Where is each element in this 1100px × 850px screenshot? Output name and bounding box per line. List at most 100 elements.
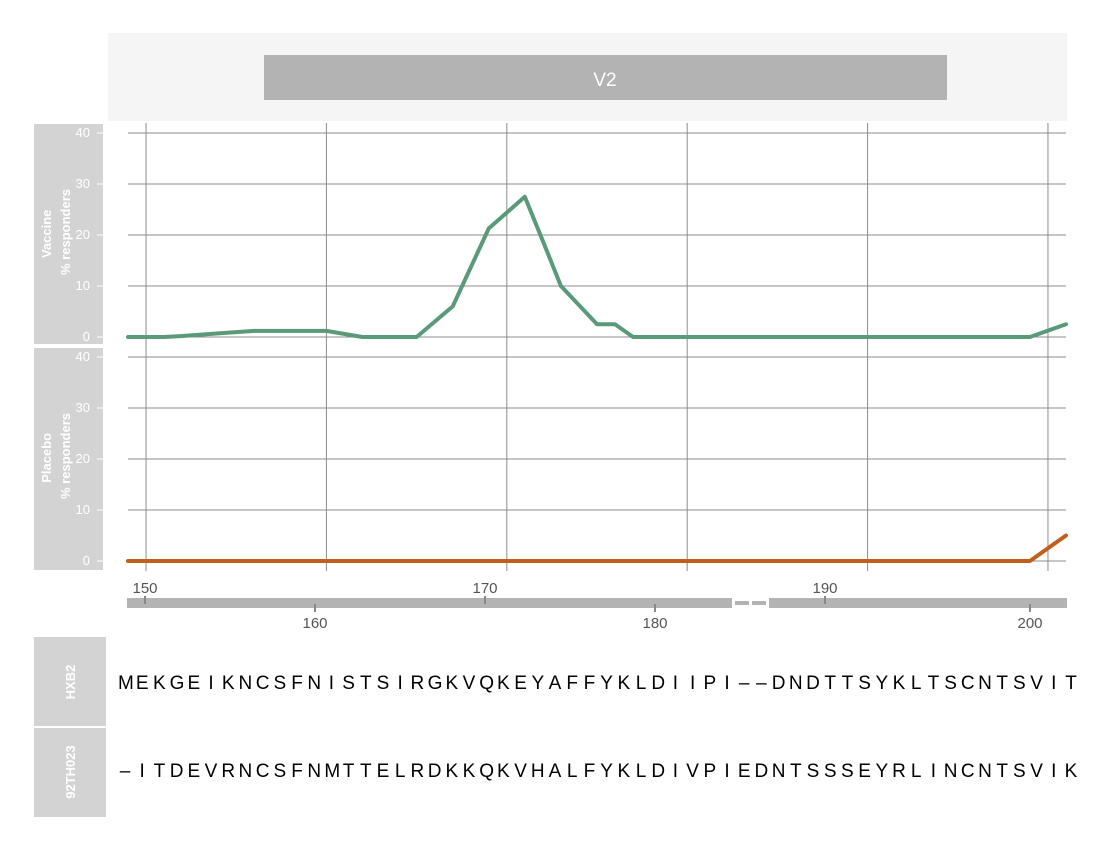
panel-0-ytick-label-2: 20 — [76, 227, 90, 242]
placebo-panel-label-background — [34, 348, 103, 570]
residue: A — [548, 673, 562, 694]
residue: A — [548, 761, 562, 782]
panel-1-ytick-label-2: 20 — [76, 451, 90, 466]
residue: E — [187, 761, 201, 782]
residue: Y — [875, 761, 889, 782]
residue: V — [514, 761, 527, 782]
residue: R — [410, 761, 425, 782]
alignment-bar-right — [769, 598, 1067, 608]
residue: C — [255, 673, 270, 694]
residue: – — [738, 673, 750, 694]
residue: I — [672, 761, 679, 782]
residue: E — [135, 673, 149, 694]
region-bar — [264, 55, 947, 100]
sequence-name-hxb2: HXB2 — [63, 665, 78, 700]
panel-0-ytick-label-1: 10 — [76, 278, 90, 293]
residue: T — [789, 761, 802, 782]
residue: T — [359, 673, 372, 694]
residue: S — [841, 761, 854, 782]
residue: E — [858, 761, 871, 782]
residue: N — [943, 761, 958, 782]
residue: C — [960, 761, 975, 782]
residue: C — [255, 761, 270, 782]
residue: K — [221, 673, 235, 694]
residue: S — [342, 673, 355, 694]
residue: I — [689, 673, 696, 694]
alignment-tick-bottom-160: 160 — [302, 615, 327, 632]
residue: D — [651, 761, 666, 782]
residue: C — [960, 673, 975, 694]
residue: D — [771, 673, 786, 694]
residue: – — [756, 673, 767, 694]
residue: S — [1013, 761, 1026, 782]
residue: K — [153, 673, 166, 694]
residue: E — [376, 761, 390, 782]
residue: E — [514, 673, 527, 694]
residue: S — [376, 673, 390, 694]
alignment-gap-dash-2 — [752, 601, 766, 605]
residue: I — [328, 673, 335, 694]
panel-1-ytick-label-1: 10 — [76, 502, 90, 517]
residue: V — [1030, 761, 1043, 782]
panel-0-ytick-label-4: 40 — [76, 125, 90, 140]
residue: L — [394, 761, 406, 782]
residue: V — [462, 673, 476, 694]
hxb2-label-background — [34, 637, 106, 726]
y-tick-layer: 0 10 20 30 40 0 10 20 30 40 — [76, 125, 103, 568]
residue: Y — [875, 673, 889, 694]
residue: I — [208, 673, 214, 694]
grid-layer — [128, 123, 1066, 571]
residue: I — [672, 673, 679, 694]
residue: F — [583, 673, 596, 694]
residue: Q — [479, 761, 494, 782]
residue: T — [359, 761, 372, 782]
residue: G — [169, 673, 185, 694]
residue: K — [497, 761, 510, 782]
residue: K — [617, 761, 631, 782]
residue: K — [462, 761, 476, 782]
residue: T — [153, 761, 166, 782]
vaccine-panel-label: Vaccine % responders — [39, 189, 73, 275]
series-layer — [126, 194, 1068, 563]
residue: L — [635, 673, 647, 694]
residue: N — [238, 761, 253, 782]
residue: N — [978, 673, 992, 694]
residue: S — [806, 761, 820, 782]
residue: T — [342, 761, 355, 782]
residue: V — [1030, 673, 1043, 694]
residue: T — [927, 673, 940, 694]
sequence-92th023: – I T D E V R N C S F N M T T E L R D K K Q K V H A L F Y K L D I V P I E D N T… — [118, 752, 1078, 792]
panel-0-ytick-label-0: 0 — [83, 329, 90, 344]
vaccine-label-line2: % responders — [58, 189, 73, 275]
residue: S — [823, 761, 837, 782]
vaccine-series-line — [126, 194, 1068, 339]
placebo-panel-label: Placebo % responders — [39, 413, 73, 499]
alignment-tick-top-150: 150 — [132, 580, 157, 597]
residue: S — [1013, 673, 1026, 694]
alignment-tick-top-170: 170 — [472, 580, 497, 597]
residue: N — [771, 761, 786, 782]
residue: K — [1064, 761, 1078, 782]
alignment-tick-top-190: 190 — [812, 580, 837, 597]
residue: E — [737, 761, 751, 782]
residue: T — [841, 673, 854, 694]
residue: R — [410, 673, 425, 694]
residue: I — [1051, 761, 1057, 782]
panel-1-ytick-label-4: 40 — [76, 349, 90, 364]
residue: V — [204, 761, 218, 782]
alignment-tick-layer: 150 170 190 160 180 200 — [132, 580, 1042, 632]
sequence-hxb2: M E K G E I K N C S F N I S T S I R G K V Q K E Y A F F Y K L D I I P I – – D N… — [118, 664, 1078, 704]
residue: – — [119, 761, 131, 782]
residue: S — [273, 673, 287, 694]
residue: F — [583, 761, 596, 782]
residue: Y — [531, 673, 545, 694]
residue: N — [978, 761, 992, 782]
residue: H — [530, 761, 545, 782]
residue: K — [497, 673, 510, 694]
residue: N — [307, 673, 322, 694]
panel-0-ytick-label-3: 30 — [76, 176, 90, 191]
residue: R — [221, 761, 236, 782]
residue: M — [118, 673, 134, 694]
residue: D — [754, 761, 769, 782]
residue: L — [910, 761, 922, 782]
